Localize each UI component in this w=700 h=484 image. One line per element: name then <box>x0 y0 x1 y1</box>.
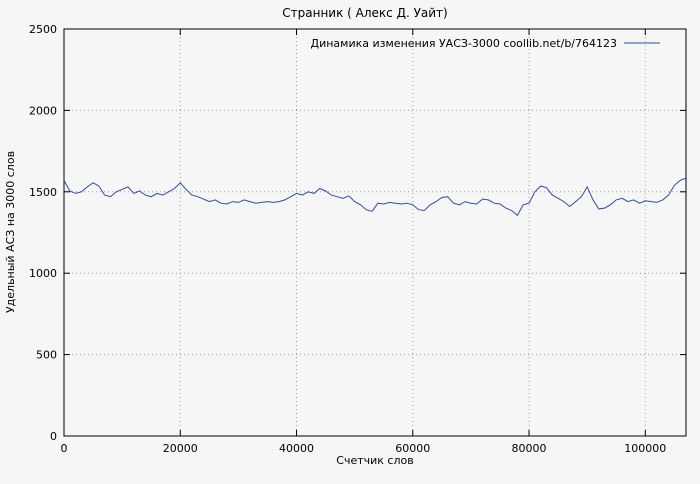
y-axis-label: Удельный АСЗ на 3000 слов <box>4 151 17 313</box>
legend-label: Динамика изменения УАСЗ-3000 coollib.net… <box>311 37 618 50</box>
y-tick-label: 2000 <box>29 104 57 117</box>
y-tick-label: 500 <box>36 349 57 362</box>
x-axis-label: Счетчик слов <box>336 454 413 467</box>
y-tick-label: 1500 <box>29 186 57 199</box>
y-tick-label: 1000 <box>29 267 57 280</box>
data-line <box>63 177 687 217</box>
grid-layer <box>63 28 686 437</box>
x-tick-label: 100000 <box>624 442 666 455</box>
x-tick-label: 40000 <box>279 442 314 455</box>
x-tick-label: 60000 <box>395 442 430 455</box>
chart-title: Странник ( Алекс Д. Уайт) <box>282 6 447 20</box>
x-tick-label: 20000 <box>163 442 198 455</box>
x-tick-label: 0 <box>61 442 68 455</box>
plot-border <box>63 28 687 437</box>
tick-labels-layer: 0 20000 40000 60000 80000 100000 0 500 1000 1500 2… <box>29 23 666 455</box>
tick-marks-layer <box>63 28 686 437</box>
x-tick-label: 80000 <box>512 442 547 455</box>
y-tick-label: 2500 <box>29 23 57 36</box>
y-tick-label: 0 <box>50 430 57 443</box>
